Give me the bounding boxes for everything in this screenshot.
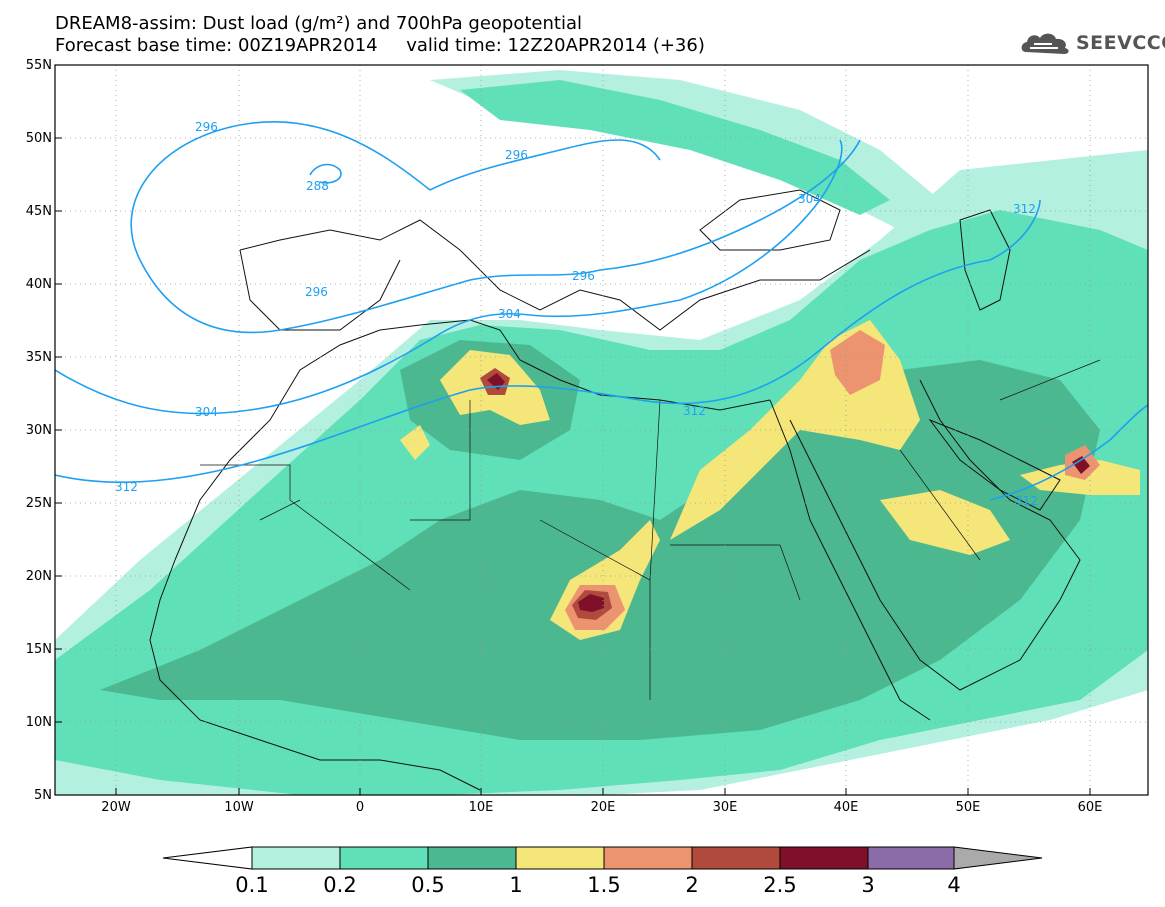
lon-label: 60E bbox=[1077, 800, 1103, 815]
contour-label: 296 bbox=[505, 148, 528, 162]
dust-layer-0-5 bbox=[100, 360, 1100, 740]
lon-label: 30E bbox=[712, 800, 738, 815]
contour-label: 312 bbox=[1013, 202, 1036, 216]
dust-layer-1-b bbox=[880, 490, 1010, 555]
colorbar-label: 1 bbox=[509, 873, 523, 897]
contour-288 bbox=[309, 163, 342, 184]
lat-label: 15N bbox=[25, 642, 52, 657]
contour-label: 296 bbox=[195, 120, 218, 134]
seevccc-logo: SEEVCCC bbox=[1018, 28, 1165, 58]
lon-label: 10E bbox=[468, 800, 494, 815]
contour-label: 304 bbox=[498, 307, 521, 321]
colorbar-label: 0.2 bbox=[323, 873, 357, 897]
contour-label: 312 bbox=[683, 404, 706, 418]
contour-label: 312 bbox=[1015, 494, 1038, 508]
contour-label: 296 bbox=[305, 285, 328, 299]
lat-label: 40N bbox=[25, 277, 52, 292]
coastline-europe bbox=[239, 219, 871, 331]
colorbar-label: 2 bbox=[685, 873, 699, 897]
colorbar-label: 2.5 bbox=[763, 873, 797, 897]
contour-296-west bbox=[130, 121, 861, 334]
colorbar-label: 0.5 bbox=[411, 873, 445, 897]
colorbar-label: 3 bbox=[861, 873, 875, 897]
lat-label: 30N bbox=[25, 423, 52, 438]
coastline-caspian bbox=[959, 209, 1011, 311]
contour-312-east bbox=[989, 404, 1148, 501]
forecast-times: Forecast base time: 00Z19APR2014 valid t… bbox=[55, 35, 705, 56]
cloud-logo-icon bbox=[1021, 33, 1069, 54]
coastline-red-sea bbox=[769, 399, 931, 721]
geopotential-contours bbox=[55, 121, 1148, 501]
colorbar-label: 4 bbox=[947, 873, 961, 897]
logo-text: SEEVCCC bbox=[1076, 32, 1165, 54]
lat-label: 55N bbox=[25, 58, 52, 73]
coastline-persian-gulf bbox=[928, 418, 1061, 511]
contour-312 bbox=[55, 199, 1041, 484]
dust-layer-2-5 bbox=[578, 594, 604, 612]
axis-ticks bbox=[55, 137, 1091, 795]
contour-304 bbox=[55, 139, 843, 415]
map-title: DREAM8-assim: Dust load (g/m²) and 700hP… bbox=[55, 13, 582, 34]
lat-label: 5N bbox=[34, 788, 52, 803]
contour-labels: 296 296 288 304 296 296 304 304 312 312 … bbox=[115, 120, 1038, 508]
lon-label: 50E bbox=[955, 800, 981, 815]
graticule bbox=[55, 65, 1148, 795]
lon-label: 0 bbox=[355, 800, 365, 815]
coastline-iberia bbox=[239, 249, 401, 331]
colorbar-label: 1.5 bbox=[587, 873, 621, 897]
lat-label: 50N bbox=[25, 131, 52, 146]
dust-layer-1-f bbox=[400, 425, 430, 460]
colorbar-label: 0.1 bbox=[235, 873, 269, 897]
contour-label: 304 bbox=[798, 192, 821, 206]
contour-label: 304 bbox=[195, 405, 218, 419]
contour-label: 288 bbox=[306, 179, 329, 193]
dust-layer-0-2-north bbox=[460, 80, 890, 215]
lon-label: 20W bbox=[101, 800, 131, 815]
coastline-black-sea bbox=[699, 189, 841, 251]
lat-label: 25N bbox=[25, 496, 52, 511]
contour-296-north bbox=[429, 139, 661, 191]
contour-label: 312 bbox=[115, 480, 138, 494]
lat-label: 10N bbox=[25, 715, 52, 730]
lon-label: 40E bbox=[833, 800, 859, 815]
coastline-africa-west bbox=[149, 559, 481, 791]
coastlines bbox=[149, 189, 1101, 791]
dust-layer-1-5 bbox=[830, 330, 885, 395]
contour-label: 296 bbox=[572, 269, 595, 283]
lat-label: 45N bbox=[25, 204, 52, 219]
lon-label: 20E bbox=[590, 800, 616, 815]
coastline-africa-north bbox=[174, 319, 771, 561]
coastline-arabia bbox=[789, 379, 1081, 691]
lon-label: 10W bbox=[224, 800, 254, 815]
dust-layer-2-5-c bbox=[1072, 456, 1090, 474]
lat-label: 20N bbox=[25, 569, 52, 584]
lat-label: 35N bbox=[25, 350, 52, 365]
